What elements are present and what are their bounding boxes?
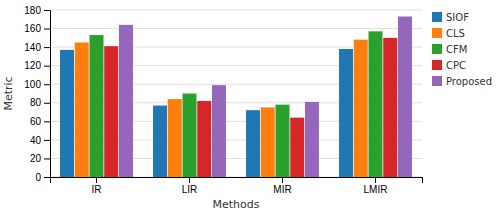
y-tick-label: 80 <box>30 97 42 108</box>
x-tick-mark <box>96 177 97 183</box>
y-tick-mark <box>44 66 50 67</box>
legend-label: CFM <box>446 44 467 55</box>
chart-container: 0 20 40 60 80 100 120 140 160 180 IR LIR MIR LMIR Meth… <box>0 0 500 213</box>
legend-item: CFM <box>432 44 467 55</box>
bar-series <box>119 16 412 177</box>
plot-area: 0 20 40 60 80 100 120 140 160 180 IR LIR MIR LMIR <box>24 5 422 195</box>
x-tick: IR <box>92 177 102 195</box>
bars <box>60 16 412 177</box>
x-tick-label: MIR <box>273 184 291 195</box>
legend: SIOF CLS CFM CPC Proposed <box>432 12 492 87</box>
legend-label: Proposed <box>446 76 492 87</box>
bar <box>168 99 182 177</box>
bar <box>75 42 89 177</box>
x-axis-title: Methods <box>213 198 260 211</box>
legend-item: CPC <box>432 60 466 71</box>
x-tick-label: LIR <box>182 184 198 195</box>
bar <box>369 31 383 177</box>
y-tick-label: 20 <box>30 153 42 164</box>
x-tick: MIR <box>273 177 291 195</box>
x-axis: IR LIR MIR LMIR <box>51 177 423 195</box>
bar <box>90 35 104 177</box>
legend-label: CPC <box>446 60 466 71</box>
bar <box>197 101 211 177</box>
y-tick-mark <box>44 103 50 104</box>
y-tick: 180 <box>24 5 50 16</box>
y-tick: 100 <box>24 79 50 90</box>
bar-series <box>60 49 353 177</box>
y-tick-mark <box>44 10 50 11</box>
bar <box>104 46 118 177</box>
y-tick-label: 120 <box>24 60 41 71</box>
grid-line <box>50 28 422 29</box>
legend-label: SIOF <box>446 12 469 23</box>
grid <box>50 10 422 177</box>
y-tick: 0 <box>35 172 50 183</box>
legend-swatch <box>432 60 442 70</box>
bar <box>339 49 353 177</box>
legend-item: SIOF <box>432 12 469 23</box>
legend-item: CLS <box>432 28 465 39</box>
x-tick-mark <box>189 177 190 183</box>
x-tick-label: IR <box>92 184 102 195</box>
legend-swatch <box>432 76 442 86</box>
bar <box>119 25 133 177</box>
y-tick: 140 <box>24 42 50 53</box>
x-axis-line <box>51 178 423 184</box>
bar-series <box>75 40 368 177</box>
bar <box>354 40 368 177</box>
x-tick-label: LMIR <box>364 184 388 195</box>
y-tick-mark <box>44 140 50 141</box>
bar <box>383 38 397 177</box>
x-tick-mark <box>282 177 283 183</box>
legend-label: CLS <box>446 28 465 39</box>
y-tick-mark <box>44 29 50 30</box>
y-tick-mark <box>44 158 50 159</box>
bar <box>153 106 167 177</box>
y-tick-label: 180 <box>24 5 41 16</box>
legend-item: Proposed <box>432 76 492 87</box>
bar <box>212 85 226 177</box>
bar-series <box>90 31 383 177</box>
legend-swatch <box>432 44 442 54</box>
grid-line <box>50 10 422 11</box>
y-tick: 80 <box>30 97 50 108</box>
y-axis: 0 20 40 60 80 100 120 140 160 180 <box>24 5 50 183</box>
y-tick-label: 60 <box>30 116 42 127</box>
y-tick-label: 40 <box>30 135 42 146</box>
y-tick-label: 160 <box>24 23 41 34</box>
y-tick-label: 0 <box>35 172 41 183</box>
bar-series <box>104 38 397 177</box>
chart-svg: 0 20 40 60 80 100 120 140 160 180 IR LIR MIR LMIR Meth… <box>0 0 500 213</box>
bar <box>305 102 319 177</box>
y-tick: 160 <box>24 23 50 34</box>
y-axis-line <box>44 11 51 178</box>
y-tick-mark <box>44 84 50 85</box>
y-tick-mark <box>44 121 50 122</box>
bar <box>398 16 412 177</box>
y-tick: 120 <box>24 60 50 71</box>
x-tick: LMIR <box>364 177 388 195</box>
y-axis-title: Metric <box>2 76 15 110</box>
x-tick-mark <box>375 177 376 183</box>
legend-swatch <box>432 12 442 22</box>
y-tick-label: 140 <box>24 42 41 53</box>
bar <box>276 105 290 177</box>
x-tick: LIR <box>182 177 198 195</box>
bar <box>246 110 260 177</box>
y-tick-mark <box>44 177 50 178</box>
bar <box>60 50 74 177</box>
bar <box>290 118 304 177</box>
bar <box>261 107 275 177</box>
y-tick-label: 100 <box>24 79 41 90</box>
y-tick: 40 <box>30 135 50 146</box>
bar <box>183 94 197 178</box>
y-tick-mark <box>44 47 50 48</box>
legend-swatch <box>432 28 442 38</box>
y-tick: 60 <box>30 116 50 127</box>
y-tick: 20 <box>30 153 50 164</box>
